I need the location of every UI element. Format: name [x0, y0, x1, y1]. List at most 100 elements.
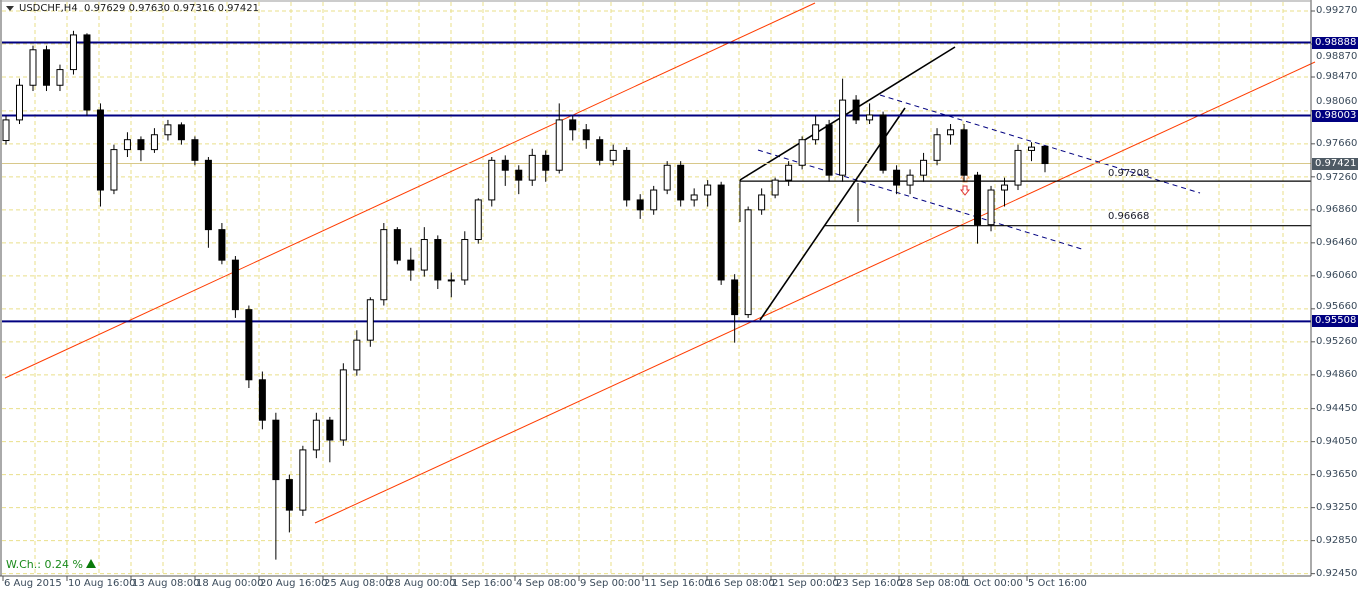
- candle: [677, 161, 685, 207]
- candle-body: [137, 139, 145, 151]
- candle: [245, 305, 253, 389]
- candle-body: [42, 49, 50, 86]
- time-label: 16 Sep 08:00: [708, 578, 775, 589]
- candle: [879, 111, 887, 174]
- candle-body: [704, 184, 712, 196]
- candle-body: [123, 139, 131, 151]
- candle: [380, 223, 388, 306]
- candle: [974, 171, 982, 244]
- price-label: 0.98870: [1316, 50, 1358, 62]
- candle-body: [447, 279, 455, 282]
- candle: [488, 157, 496, 207]
- level-price-tag: 0.95508: [1312, 315, 1358, 328]
- candle-body: [906, 174, 914, 186]
- candle-body: [987, 189, 995, 226]
- candle: [69, 30, 77, 75]
- candle: [1041, 145, 1049, 173]
- candles: [2, 30, 1049, 560]
- levels: [2, 41, 1311, 323]
- time-label: 1 Sep 16:00: [452, 578, 513, 589]
- time-label: 5 Oct 16:00: [1028, 578, 1087, 589]
- candle: [893, 165, 901, 195]
- candle: [609, 144, 617, 166]
- candle-body: [771, 179, 779, 196]
- candle-body: [866, 114, 874, 121]
- symbol-timeframe: USDCHF,H4: [19, 3, 78, 14]
- candle: [2, 115, 10, 145]
- candle: [312, 412, 320, 459]
- candle-body: [434, 239, 442, 281]
- candle-body: [380, 229, 388, 301]
- candle: [920, 152, 928, 182]
- candle: [96, 103, 104, 207]
- candle: [542, 150, 550, 182]
- candle: [285, 474, 293, 533]
- candle-body: [717, 184, 725, 281]
- time-label: 11 Sep 16:00: [644, 578, 711, 589]
- candle-body: [15, 84, 23, 121]
- candle: [501, 155, 509, 186]
- candle: [407, 247, 415, 281]
- candle: [110, 144, 118, 195]
- candle: [447, 272, 455, 298]
- candle: [83, 33, 91, 116]
- candle: [1014, 144, 1022, 191]
- candle: [56, 64, 64, 92]
- price-label: 0.92450: [1316, 567, 1358, 579]
- channel-lower-line: [314, 61, 1316, 524]
- wedge-upper-line: [739, 46, 956, 181]
- chart-title: USDCHF,H4 0.97629 0.97630 0.97316 0.9742…: [6, 3, 259, 14]
- candle-body: [825, 124, 833, 176]
- candle-body: [947, 129, 955, 136]
- collapse-triangle-icon[interactable]: [6, 5, 14, 11]
- candle: [1001, 177, 1009, 207]
- candle-body: [353, 339, 361, 371]
- candle-body: [407, 259, 415, 271]
- candle-body: [299, 449, 307, 511]
- candle-body: [245, 309, 253, 381]
- candle-body: [663, 164, 671, 191]
- candle-body: [974, 174, 982, 226]
- candle: [177, 122, 185, 145]
- time-label: 13 Aug 08:00: [132, 578, 200, 589]
- candle: [650, 185, 658, 215]
- candle: [663, 161, 671, 195]
- candle-body: [110, 149, 118, 191]
- price-label: 0.96460: [1316, 236, 1358, 248]
- candle: [258, 371, 266, 430]
- candle-body: [1028, 146, 1036, 151]
- candle-body: [420, 239, 428, 271]
- candle: [906, 169, 914, 195]
- candle-body: [150, 134, 158, 151]
- time-label: 23 Sep 16:00: [836, 578, 903, 589]
- price-label: 0.93250: [1316, 501, 1358, 513]
- candle-body: [164, 124, 172, 136]
- candle-body: [596, 139, 604, 161]
- candle: [704, 180, 712, 207]
- candle-body: [366, 299, 374, 341]
- candle-body: [1041, 145, 1049, 165]
- candle-body: [191, 139, 199, 161]
- candle-body: [515, 169, 523, 181]
- candle-body: [1014, 149, 1022, 186]
- ohlc-values: 0.97629 0.97630 0.97316 0.97421: [84, 3, 259, 14]
- candle-body: [812, 124, 820, 141]
- candle-body: [758, 194, 766, 211]
- price-label: 0.93650: [1316, 468, 1358, 480]
- weekly-change: W.Ch.: 0.24 %: [6, 558, 96, 571]
- candle: [812, 115, 820, 145]
- candle: [42, 45, 50, 92]
- candle: [947, 124, 955, 145]
- candle-body: [474, 199, 482, 241]
- candle-body: [893, 169, 901, 186]
- candle: [717, 181, 725, 285]
- candle: [272, 412, 280, 560]
- price-label: 0.97260: [1316, 171, 1358, 183]
- candle: [960, 124, 968, 182]
- candle-body: [542, 154, 550, 171]
- candle-body: [218, 229, 226, 261]
- candle: [798, 136, 806, 170]
- candle: [744, 206, 752, 318]
- candle: [515, 165, 523, 195]
